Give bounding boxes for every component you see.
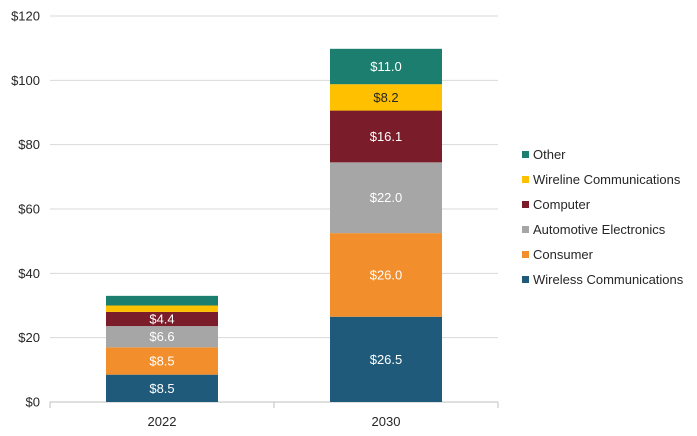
legend: Other Wireline Communications Computer Auto… — [522, 147, 684, 287]
bar-segment — [106, 295, 218, 306]
legend-label: Computer — [533, 197, 591, 212]
bar-segment — [330, 110, 442, 163]
bar-segment — [330, 162, 442, 234]
bar-segment — [106, 347, 218, 375]
x-tick-label: 2030 — [372, 414, 401, 429]
data-label: $4.4 — [149, 312, 174, 327]
legend-swatch — [522, 226, 529, 233]
y-tick-label: $80 — [18, 137, 40, 152]
data-label: $8.2 — [373, 90, 398, 105]
bar-segment — [330, 84, 442, 111]
data-label: $26.5 — [370, 352, 403, 367]
bar-segment — [106, 326, 218, 348]
legend-swatch — [522, 176, 529, 183]
legend-label: Automotive Electronics — [533, 222, 666, 237]
legend-label: Consumer — [533, 247, 594, 262]
data-label: $11.0 — [370, 59, 402, 74]
legend-swatch — [522, 201, 529, 208]
x-axis: 2022 2030 — [49, 402, 499, 429]
bar-segment — [106, 311, 218, 327]
y-tick-label: $40 — [18, 266, 40, 281]
y-axis: $0 $20 $40 $60 $80 $100 $120 — [11, 9, 40, 410]
bar-segment — [330, 233, 442, 317]
y-tick-label: $100 — [11, 73, 40, 88]
bar-segment — [106, 374, 218, 402]
data-label: $8.5 — [149, 353, 174, 368]
x-tick-label: 2022 — [148, 414, 177, 429]
y-tick-label: $120 — [11, 9, 40, 24]
legend-label: Wireline Communications — [533, 172, 681, 187]
bars: $8.5 $8.5 $6.6 $4.4 $26.5 $26.0 $22.0 $16.1 $8.2… — [106, 48, 442, 402]
legend-label: Other — [533, 147, 566, 162]
y-tick-label: $0 — [26, 395, 40, 410]
legend-label: Wireless Communications — [533, 272, 684, 287]
legend-swatch — [522, 276, 529, 283]
y-tick-label: $60 — [18, 202, 40, 217]
data-label: $26.0 — [370, 267, 403, 282]
data-label: $8.5 — [149, 381, 174, 396]
data-label: $16.1 — [370, 129, 403, 144]
bar-segment — [330, 48, 442, 85]
data-label: $6.6 — [149, 329, 174, 344]
data-label: $22.0 — [370, 190, 403, 205]
bar-segment — [106, 305, 218, 312]
legend-swatch — [522, 251, 529, 258]
y-tick-label: $20 — [18, 330, 40, 345]
legend-swatch — [522, 151, 529, 158]
bar-segment — [330, 316, 442, 402]
